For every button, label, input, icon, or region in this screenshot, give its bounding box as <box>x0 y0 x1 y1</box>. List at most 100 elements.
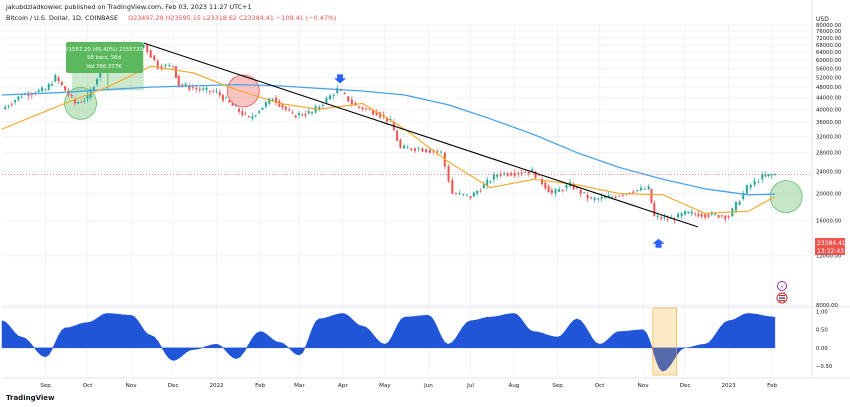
candle-body <box>428 149 431 153</box>
candle-body <box>212 91 215 93</box>
candle-body <box>51 84 54 86</box>
candle-body <box>184 83 187 86</box>
osc-tick-label: 1.00 <box>816 310 828 316</box>
candle-body <box>561 190 564 191</box>
candle-body <box>382 114 385 117</box>
candle-body <box>325 97 328 103</box>
candle-body <box>321 104 324 106</box>
candle-body <box>663 216 666 218</box>
candle-body <box>534 171 537 179</box>
x-tick-label: Oct <box>595 383 605 389</box>
candle-body <box>358 106 361 108</box>
candle-body <box>99 69 102 78</box>
symbol-line: Bitcoin / U.S. Dollar, 1D, COINBASE O234… <box>6 14 336 22</box>
candle-body <box>168 64 171 67</box>
osc-tick-label: −0.50 <box>816 364 833 370</box>
candle-body <box>174 66 177 78</box>
candle-body <box>403 145 406 149</box>
candle-body <box>329 95 332 100</box>
candle-body <box>318 106 321 110</box>
candle-body <box>440 151 443 153</box>
candle-body <box>621 194 624 196</box>
event-icons[interactable]: ⚡ <box>776 281 788 304</box>
candle-body <box>146 44 149 52</box>
candle-body <box>489 181 492 183</box>
candle-body <box>284 106 287 110</box>
x-tick-label: May <box>379 383 391 389</box>
candle-body <box>20 96 23 98</box>
candle-body <box>618 195 621 197</box>
candle-body <box>156 60 159 69</box>
x-tick-label: Nov <box>126 383 138 389</box>
candle-body <box>666 218 669 220</box>
y-tick-label: 32000.00 <box>816 134 842 140</box>
candle-body <box>717 215 720 218</box>
candle-body <box>288 109 291 111</box>
osc-tick-label: 0.50 <box>816 328 828 334</box>
y-tick-label: 28000.00 <box>816 151 842 157</box>
candle-body <box>225 97 228 99</box>
candle-body <box>462 194 465 195</box>
candle-body <box>304 113 307 116</box>
candle-body <box>375 111 378 116</box>
candle-body <box>773 174 776 176</box>
candle-body <box>643 189 646 191</box>
y-tick-label: 68000.00 <box>816 43 842 49</box>
y-tick-label: 44000.00 <box>816 96 842 102</box>
candle-body <box>164 64 167 67</box>
candle-body <box>583 192 586 193</box>
y-tick-label: 60000.00 <box>816 58 842 64</box>
candle-body <box>704 214 707 218</box>
candle-body <box>80 101 83 103</box>
candle-body <box>714 213 717 215</box>
candle-body <box>368 109 371 111</box>
candle-body <box>17 96 20 100</box>
candle-body <box>479 190 482 192</box>
candle-body <box>742 192 745 200</box>
candle-body <box>188 86 191 90</box>
candle-body <box>294 115 297 118</box>
candle-body <box>593 198 596 200</box>
candle-body <box>770 174 773 176</box>
candle-body <box>537 175 540 176</box>
tradingview-logo[interactable]: TradingView <box>6 394 55 402</box>
candle-body <box>268 98 271 104</box>
candle-body <box>421 148 424 152</box>
candle-body <box>436 151 439 153</box>
oscillator-area <box>1 313 776 372</box>
y-tick-label: 16000.00 <box>816 219 842 225</box>
candle-body <box>604 196 607 199</box>
candle-body <box>757 181 760 183</box>
candle-body <box>10 104 13 106</box>
candle-body <box>361 107 364 110</box>
candle-body <box>767 174 770 177</box>
candle-body <box>67 90 70 96</box>
candle-body <box>486 179 489 186</box>
measure-line3: Vol 786.377K <box>86 64 122 70</box>
candle-body <box>547 186 550 193</box>
candle-body <box>261 107 264 110</box>
candle-body <box>307 111 310 114</box>
candle-body <box>73 99 76 104</box>
candle-body <box>749 184 752 188</box>
candle-body <box>506 173 509 176</box>
candle-body <box>684 210 687 215</box>
y-tick-label: 64000.00 <box>816 50 842 56</box>
candle-body <box>44 89 47 91</box>
x-tick-label: Oct <box>83 383 93 389</box>
candle-body <box>372 110 375 115</box>
candle-body <box>558 189 561 192</box>
candle-body <box>258 111 261 113</box>
candle-body <box>527 171 530 174</box>
candle-body <box>7 106 10 107</box>
axes: 80000.0076000.0072000.0068000.0064000.00… <box>40 23 842 389</box>
candle-body <box>218 92 221 96</box>
candle-body <box>350 99 353 104</box>
candle-body <box>614 196 617 198</box>
y-tick-label: 12000.00 <box>816 254 842 260</box>
x-tick-label: Feb <box>767 383 777 389</box>
candle-body <box>454 193 457 195</box>
y-tick-label: 80000.00 <box>816 23 842 29</box>
candle-body <box>399 139 402 148</box>
